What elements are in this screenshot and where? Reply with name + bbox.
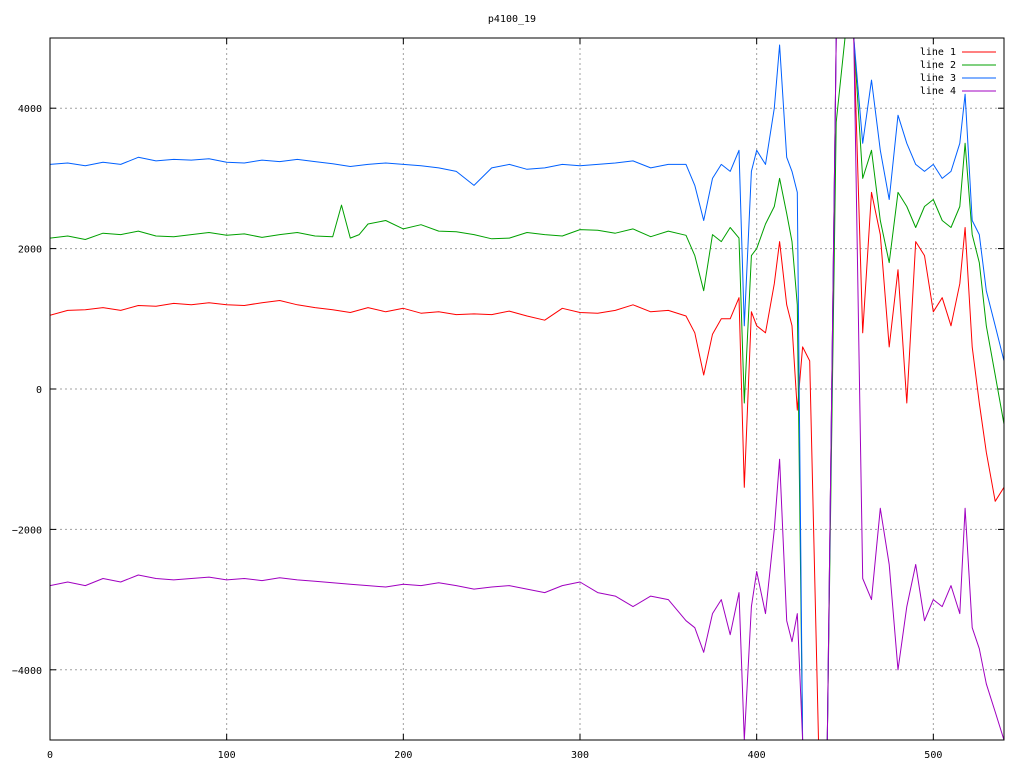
x-tick-label: 100	[218, 750, 236, 761]
y-tick-label: −2000	[12, 525, 42, 536]
y-tick-label: 4000	[18, 104, 42, 115]
x-tick-label: 500	[924, 750, 942, 761]
x-tick-label: 300	[571, 750, 589, 761]
x-tick-label: 400	[748, 750, 766, 761]
grid	[50, 38, 1004, 740]
chart-title: p4100_19	[488, 14, 536, 25]
series-line-4	[50, 38, 1004, 740]
series-line-1	[50, 38, 1004, 740]
plot-frame	[49, 37, 1005, 741]
legend-label: line 1	[920, 47, 956, 58]
x-tick-label: 200	[394, 750, 412, 761]
legend-label: line 3	[920, 73, 956, 84]
axis-ticks: 0 100 200 300 400 500 −4000 −2000 0 2000 4000	[12, 38, 1004, 761]
series-line-3	[50, 38, 1004, 740]
y-tick-label: 0	[36, 385, 42, 396]
series-lines	[50, 38, 1004, 740]
legend-label: line 2	[920, 60, 956, 71]
y-tick-label: 2000	[18, 245, 42, 256]
series-line-2	[50, 38, 1004, 740]
y-tick-label: −4000	[12, 666, 42, 677]
legend: line 1 line 2 line 3 line 4	[920, 47, 996, 97]
x-tick-label: 0	[47, 750, 53, 761]
legend-label: line 4	[920, 86, 956, 97]
